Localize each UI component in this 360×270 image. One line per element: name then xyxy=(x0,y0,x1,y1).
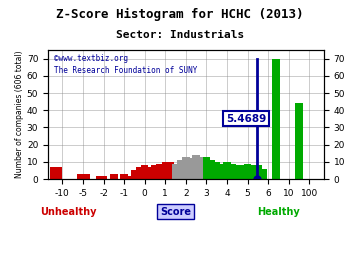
Bar xyxy=(100,176,107,179)
Bar xyxy=(244,164,251,179)
Bar xyxy=(55,167,62,179)
Bar xyxy=(177,160,184,179)
Text: The Research Foundation of SUNY: The Research Foundation of SUNY xyxy=(54,66,197,75)
Bar xyxy=(151,165,159,179)
Bar xyxy=(157,164,164,179)
Bar xyxy=(259,169,267,179)
Bar xyxy=(229,164,236,179)
Bar xyxy=(213,162,220,179)
Bar xyxy=(218,164,226,179)
Bar xyxy=(272,59,280,179)
Bar xyxy=(234,165,241,179)
Bar xyxy=(83,174,90,179)
Bar xyxy=(131,170,138,179)
Bar xyxy=(295,103,303,179)
Text: Sector: Industrials: Sector: Industrials xyxy=(116,30,244,40)
Bar xyxy=(146,167,154,179)
Bar xyxy=(96,176,104,179)
Bar xyxy=(162,162,169,179)
Bar xyxy=(126,176,133,179)
Bar xyxy=(110,174,118,179)
Bar xyxy=(198,157,205,179)
Bar xyxy=(141,165,148,179)
Text: Score: Score xyxy=(160,207,191,217)
Text: Z-Score Histogram for HCHC (2013): Z-Score Histogram for HCHC (2013) xyxy=(56,8,304,21)
Bar xyxy=(254,165,262,179)
Bar xyxy=(239,165,246,179)
Bar xyxy=(77,174,85,179)
Bar xyxy=(249,165,256,179)
Bar xyxy=(193,155,200,179)
Text: Unhealthy: Unhealthy xyxy=(40,207,97,217)
Y-axis label: Number of companies (606 total): Number of companies (606 total) xyxy=(15,51,24,178)
Bar xyxy=(203,157,210,179)
Bar xyxy=(50,167,58,179)
Bar xyxy=(208,160,215,179)
Bar xyxy=(187,158,195,179)
Text: ©www.textbiz.org: ©www.textbiz.org xyxy=(54,54,127,63)
Bar xyxy=(182,157,190,179)
Bar xyxy=(223,162,231,179)
Bar xyxy=(121,174,128,179)
Text: Healthy: Healthy xyxy=(257,207,300,217)
Bar xyxy=(167,162,174,179)
Bar xyxy=(136,167,143,179)
Bar xyxy=(172,164,179,179)
Text: 5.4689: 5.4689 xyxy=(226,114,266,124)
